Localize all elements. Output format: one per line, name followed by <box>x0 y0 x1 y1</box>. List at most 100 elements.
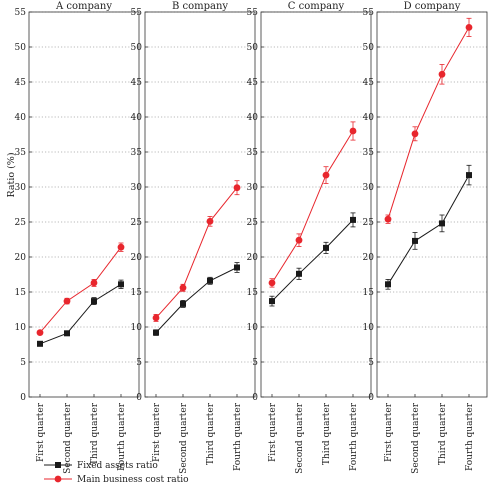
panel-frame <box>144 11 256 398</box>
series-line <box>271 130 354 284</box>
data-point <box>117 243 125 251</box>
y-tick-label: 20 <box>15 253 27 263</box>
x-tick-label: Fourth quarter <box>465 402 475 471</box>
data-point <box>91 298 97 305</box>
series-line <box>39 246 122 333</box>
data-point <box>412 237 418 244</box>
data-point <box>90 279 98 287</box>
y-tick-label: 50 <box>247 43 259 53</box>
data-point <box>268 279 276 287</box>
y-tick-label: 35 <box>131 148 143 158</box>
x-tick-label: First quarter <box>268 402 278 462</box>
y-tick-label: 20 <box>131 253 143 263</box>
data-point <box>179 284 187 292</box>
y-tick-label: 30 <box>15 183 27 193</box>
y-tick-label: 0 <box>368 393 374 403</box>
y-tick-label: 50 <box>363 43 375 53</box>
data-point <box>438 70 446 78</box>
x-tick-label: First quarter <box>36 402 46 462</box>
data-point <box>296 270 302 277</box>
x-tick-label: Fourth quarter <box>117 402 127 471</box>
y-tick-label: 5 <box>20 358 26 368</box>
y-tick-label: 10 <box>131 323 143 333</box>
y-tick-label: 30 <box>363 183 375 193</box>
y-tick-label: 40 <box>247 113 259 123</box>
series-line <box>39 283 122 345</box>
legend: Fixed assets ratio Main business cost rat… <box>44 461 189 485</box>
x-tick-label: Second quarter <box>411 402 421 474</box>
data-point <box>411 130 419 138</box>
y-tick-label: 0 <box>136 393 142 403</box>
panel-title: B company <box>172 1 228 12</box>
y-tick-label: 5 <box>136 358 142 368</box>
panel-frame <box>260 11 372 398</box>
data-point <box>233 184 241 192</box>
y-tick-label: 5 <box>368 358 374 368</box>
data-point <box>269 298 275 305</box>
panel-frame <box>28 11 140 398</box>
x-tick-label: First quarter <box>152 402 162 462</box>
y-tick-label: 35 <box>15 148 27 158</box>
legend-marker <box>55 462 61 468</box>
y-tick-label: 25 <box>363 218 375 228</box>
panel-2: B company 0 5 10 15 20 25 30 35 40 45 50 55 First qua… <box>131 1 256 474</box>
panel-title: D company <box>404 1 461 12</box>
y-tick-label: 40 <box>15 113 27 123</box>
series-line <box>271 219 354 302</box>
data-point <box>350 216 356 223</box>
series-line <box>155 267 238 333</box>
x-tick-label: Third quarter <box>90 402 100 465</box>
data-point <box>118 281 124 288</box>
data-point <box>153 329 159 336</box>
x-tick-label: Second quarter <box>179 402 189 474</box>
data-point <box>295 236 303 244</box>
y-tick-label: 45 <box>131 78 143 88</box>
data-point <box>152 314 160 322</box>
data-point <box>63 297 71 305</box>
y-tick-label: 45 <box>15 78 27 88</box>
y-tick-label: 20 <box>363 253 375 263</box>
data-point <box>207 277 213 284</box>
x-tick-label: First quarter <box>384 402 394 462</box>
y-tick-label: 30 <box>131 183 143 193</box>
y-tick-label: 50 <box>15 43 27 53</box>
y-axis-label: Ratio (%) <box>6 152 17 197</box>
y-tick-label: 55 <box>363 8 375 18</box>
data-point <box>322 171 330 179</box>
x-tick-label: Third quarter <box>206 402 216 465</box>
legend-label: Main business cost ratio <box>77 475 189 485</box>
y-tick-label: 10 <box>247 323 259 333</box>
y-tick-label: 40 <box>131 113 143 123</box>
y-tick-label: 25 <box>247 218 259 228</box>
x-tick-label: Third quarter <box>322 402 332 465</box>
y-tick-label: 15 <box>131 288 143 298</box>
legend-entry: Fixed assets ratio <box>44 461 158 471</box>
y-tick-label: 40 <box>363 113 375 123</box>
y-tick-label: 45 <box>363 78 375 88</box>
y-tick-label: 45 <box>247 78 259 88</box>
y-tick-label: 55 <box>247 8 259 18</box>
panel-title: C company <box>288 1 345 12</box>
data-point <box>180 300 186 307</box>
data-point <box>349 127 357 135</box>
y-tick-label: 35 <box>247 148 259 158</box>
series-line <box>155 187 238 319</box>
y-tick-label: 30 <box>247 183 259 193</box>
x-tick-label: Second quarter <box>63 402 73 474</box>
legend-entry: Main business cost ratio <box>44 475 189 485</box>
data-point <box>466 172 472 179</box>
series-line <box>387 174 470 285</box>
data-point <box>234 264 240 271</box>
x-tick-label: Fourth quarter <box>233 402 243 471</box>
data-point <box>64 330 70 337</box>
data-point <box>385 281 391 288</box>
y-tick-label: 10 <box>363 323 375 333</box>
y-tick-label: 20 <box>247 253 259 263</box>
series-line <box>387 27 470 220</box>
y-tick-label: 10 <box>15 323 27 333</box>
panel-frame <box>376 11 488 398</box>
panel-title: A company <box>55 1 112 12</box>
